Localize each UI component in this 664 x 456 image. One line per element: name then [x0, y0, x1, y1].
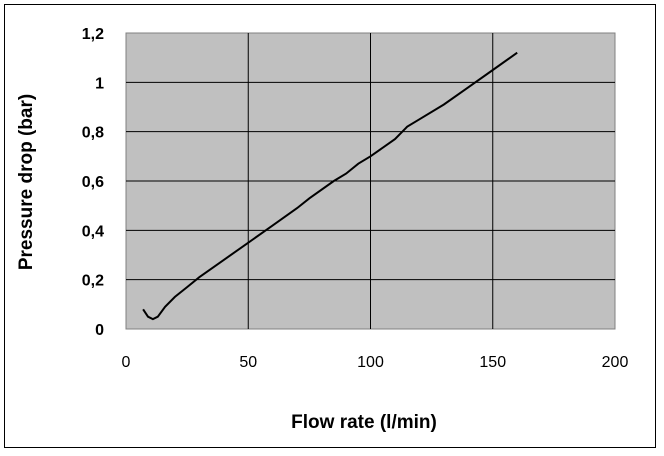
y-tick-label: 0,2 — [82, 273, 104, 290]
x-tick-label: 200 — [602, 354, 629, 371]
y-tick-label: 0,8 — [82, 125, 104, 142]
x-tick-label: 50 — [239, 354, 257, 371]
y-tick-label: 0,6 — [82, 174, 104, 191]
x-tick-label: 150 — [479, 354, 506, 371]
x-tick-label: 100 — [357, 354, 384, 371]
x-axis-label: Flow rate (l/min) — [291, 412, 437, 433]
y-tick-label: 0 — [95, 322, 104, 339]
chart-frame — [4, 4, 656, 448]
y-gridlines — [126, 81, 615, 281]
x-tick-label: 0 — [122, 354, 131, 371]
y-axis-label: Pressure drop (bar) — [16, 94, 37, 270]
y-tick-labels: 0 0,2 0,4 0,6 0,8 1 1,2 — [82, 26, 104, 339]
x-tick-labels: 0 50 100 150 200 — [122, 354, 629, 371]
y-tick-label: 0,4 — [82, 223, 104, 240]
y-tick-label: 1,2 — [82, 26, 104, 43]
series-line — [142, 51, 518, 321]
y-tick-label: 1 — [95, 75, 104, 92]
